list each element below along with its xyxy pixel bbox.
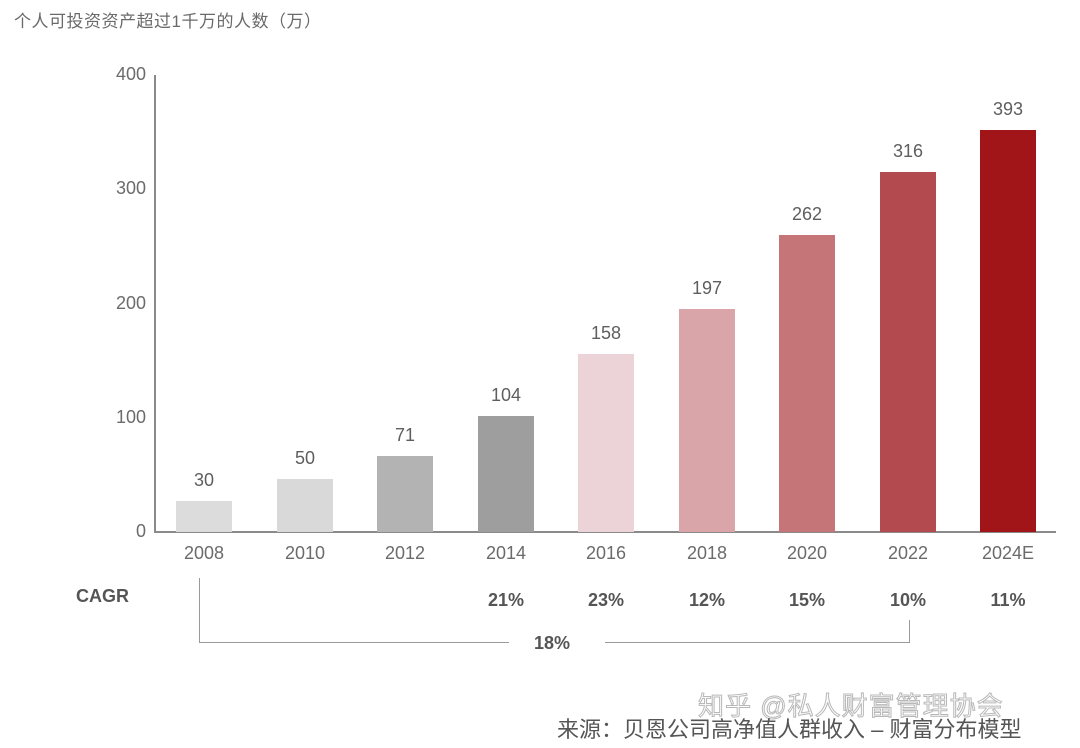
bar-2016 xyxy=(578,354,634,532)
chart-title: 个人可投资资产超过1千万的人数（万） xyxy=(14,12,322,31)
bar-value-label: 158 xyxy=(590,323,622,343)
y-tick-label: 100 xyxy=(115,406,146,427)
watermark: 知乎 @私人财富管理协会 xyxy=(698,691,1004,722)
bar-2018 xyxy=(679,309,735,532)
bar-value-label: 262 xyxy=(791,204,823,224)
bar-2012 xyxy=(377,456,433,532)
bar-value-label: 71 xyxy=(394,425,416,445)
bar-2024e xyxy=(980,130,1036,532)
cagr-value: 11% xyxy=(990,590,1026,610)
bar-value-label: 104 xyxy=(490,385,522,405)
bar-2020 xyxy=(779,235,835,532)
x-tick-label: 2018 xyxy=(686,543,728,563)
bar-value-label: 316 xyxy=(892,141,924,161)
x-tick-label: 2012 xyxy=(384,543,426,563)
source-note: 来源：贝恩公司高净值人群收入 – 财富分布模型 xyxy=(557,717,1022,742)
y-tick-label: 300 xyxy=(115,178,146,199)
cagr-bracket-left-line xyxy=(199,642,509,643)
bar-value-label: 30 xyxy=(193,470,215,490)
x-tick-label: 2024E xyxy=(981,543,1035,563)
y-tick-label: 400 xyxy=(115,64,146,84)
cagr-value: 15% xyxy=(788,590,826,610)
cagr-bracket-left-tick xyxy=(199,578,200,643)
bar-2008 xyxy=(176,501,232,532)
x-tick-label: 2008 xyxy=(183,543,225,563)
cagr-value: 23% xyxy=(587,590,625,610)
bar-value-label: 50 xyxy=(294,448,316,468)
cagr-overall-value: 18% xyxy=(533,633,571,653)
bar-2022 xyxy=(880,172,936,532)
y-axis-line xyxy=(154,75,156,533)
cagr-bracket-right-line xyxy=(605,642,910,643)
bar-2014 xyxy=(478,416,534,532)
x-tick-label: 2016 xyxy=(585,543,627,563)
x-tick-label: 2022 xyxy=(887,543,929,563)
cagr-bracket-right-tick xyxy=(909,620,910,643)
cagr-label: CAGR xyxy=(76,586,129,606)
cagr-value: 12% xyxy=(688,590,726,610)
y-tick-label: 200 xyxy=(115,292,146,313)
bar-value-label: 197 xyxy=(691,278,723,298)
x-axis-line xyxy=(154,531,1056,533)
bar-2010 xyxy=(277,479,333,532)
cagr-value: 10% xyxy=(889,590,927,610)
cagr-value: 21% xyxy=(487,590,525,610)
y-tick-label: 0 xyxy=(135,521,146,541)
x-tick-label: 2010 xyxy=(284,543,326,563)
x-tick-label: 2014 xyxy=(485,543,527,563)
bar-value-label: 393 xyxy=(992,99,1024,119)
x-tick-label: 2020 xyxy=(786,543,828,563)
